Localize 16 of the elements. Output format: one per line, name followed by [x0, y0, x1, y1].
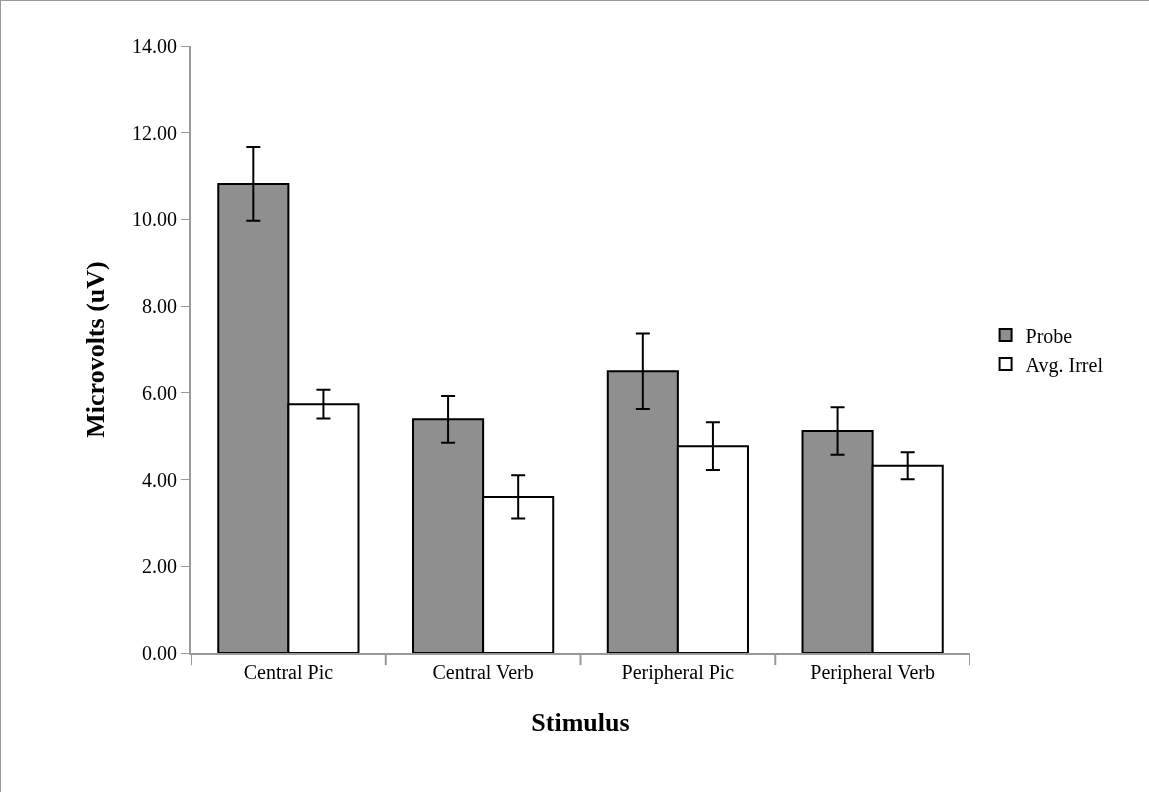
y-tick-label: 2.00 — [142, 555, 177, 578]
y-tick-label: 4.00 — [142, 468, 177, 491]
legend-label: Probe — [1025, 324, 1073, 347]
x-tick-label: Central Pic — [243, 661, 334, 683]
y-tick-label: 0.00 — [142, 642, 177, 664]
x-axis-title: Stimulus — [531, 708, 630, 738]
y-tick-label: 10.00 — [132, 208, 177, 231]
y-tick-label: 14.00 — [132, 35, 177, 57]
x-tick-label: Central Verb — [432, 661, 534, 683]
y-tick-label: 12.00 — [132, 121, 177, 144]
y-axis-title: Microvolts (uV) — [80, 261, 110, 438]
x-tick-label: Peripheral Pic — [621, 661, 735, 684]
y-tick-label: 6.00 — [142, 381, 177, 404]
y-tick-label: 8.00 — [142, 295, 177, 318]
x-tick-label: Peripheral Verb — [810, 661, 935, 684]
legend-label: Avg. Irrel — [1025, 353, 1104, 377]
